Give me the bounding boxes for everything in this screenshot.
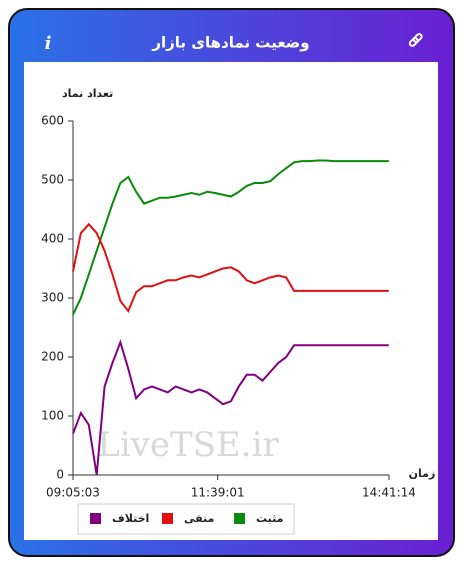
y-tick-label: 100	[41, 409, 64, 423]
legend-swatch	[90, 513, 101, 524]
chart-panel	[24, 62, 438, 540]
legend-swatch	[162, 513, 173, 524]
y-tick-label: 500	[41, 173, 64, 187]
legend-label: منفی	[184, 512, 214, 525]
y-tick-label: 300	[41, 291, 64, 305]
series-line	[72, 339, 389, 476]
x-tick-label: 14:41:14	[362, 486, 416, 500]
x-tick-label: 11:39:01	[191, 486, 245, 500]
legend-label: مثبت	[256, 512, 283, 525]
legend	[77, 503, 295, 535]
link-button[interactable]	[408, 33, 423, 47]
legend-swatch	[234, 513, 245, 524]
x-tick-label: 09:05:03	[46, 486, 100, 500]
y-axis-label: تعداد نماد	[62, 87, 113, 100]
series-line	[72, 222, 389, 313]
watermark: LiveTSE.ir	[97, 425, 279, 465]
y-tick-label: 400	[41, 232, 64, 246]
y-tick-label: 600	[41, 114, 64, 128]
header-title: وضعیت نمادهای بازار	[151, 34, 309, 52]
x-axis-label: زمان	[409, 467, 436, 480]
y-tick-label: 0	[56, 468, 64, 482]
legend-label: اختلاف	[112, 512, 149, 525]
series-line	[72, 159, 389, 315]
info-button[interactable]: i	[45, 33, 52, 54]
y-tick-label: 200	[41, 350, 64, 364]
